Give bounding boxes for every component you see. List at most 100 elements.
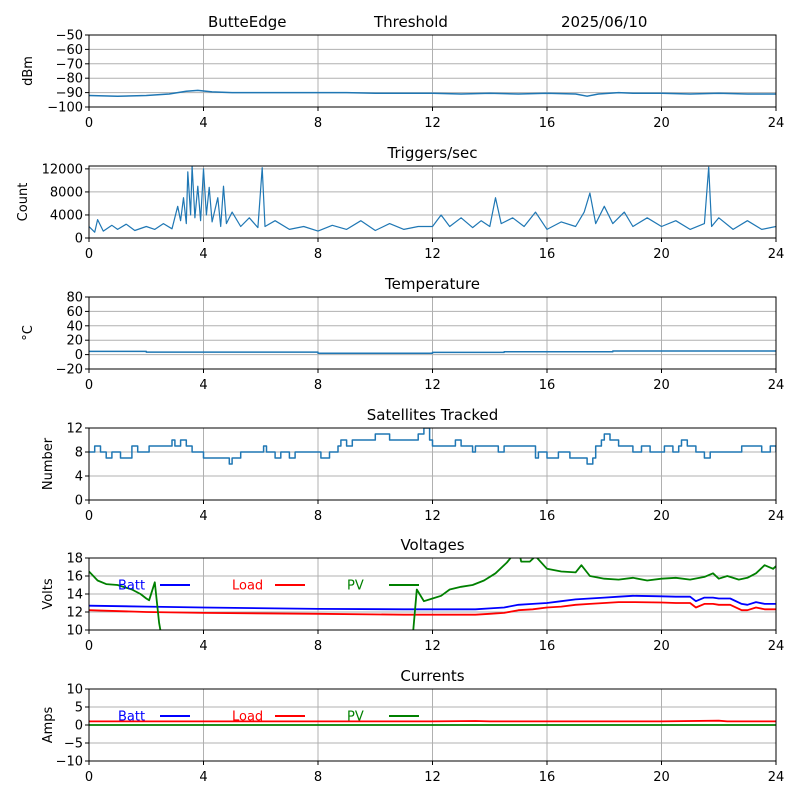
x-tick-label: 12 — [424, 116, 441, 131]
x-tick-label: 4 — [199, 116, 207, 131]
x-tick-label: 12 — [424, 378, 441, 393]
y-tick-label: −5 — [64, 737, 83, 752]
chart-title: Temperature — [384, 275, 480, 293]
x-tick-label: 0 — [85, 378, 93, 393]
x-tick-label: 16 — [539, 247, 556, 262]
panel-3: 0 4 8 12 16 20 24 0 4 8 12 Satellites Tracked Number — [41, 406, 784, 524]
y-tick-label: 0 — [75, 494, 83, 509]
x-tick-label: 24 — [768, 770, 785, 785]
x-tick-label: 16 — [539, 770, 556, 785]
y-tick-label: −50 — [56, 29, 83, 44]
y-axis-label: Number — [41, 437, 56, 490]
header-station: ButteEdge — [208, 13, 287, 31]
y-tick-label: 10 — [66, 683, 83, 698]
x-tick-label: 16 — [539, 116, 556, 131]
y-tick-label: 40 — [66, 319, 83, 334]
panel-1: 0 4 8 12 16 20 24 0 4000 8000 12000 Triggers/sec Cou… — [16, 144, 784, 262]
series-line-0 — [89, 166, 776, 233]
legend-label-load: Load — [232, 579, 263, 594]
x-tick-label: 12 — [424, 247, 441, 262]
y-tick-label: −90 — [56, 86, 83, 101]
y-tick-label: 12 — [66, 422, 83, 437]
x-tick-label: 20 — [653, 378, 670, 393]
x-tick-label: 24 — [768, 378, 785, 393]
x-tick-label: 4 — [199, 639, 207, 654]
x-tick-label: 8 — [314, 116, 322, 131]
x-tick-label: 4 — [199, 247, 207, 262]
y-tick-label: 4 — [75, 470, 83, 485]
y-tick-label: 0 — [75, 232, 83, 247]
x-tick-label: 12 — [424, 639, 441, 654]
y-axis-label: Count — [16, 183, 31, 222]
series-line-0 — [89, 89, 776, 97]
series-line-load — [89, 719, 776, 723]
y-tick-label: 0 — [75, 348, 83, 363]
y-tick-label: −70 — [56, 57, 83, 72]
x-tick-label: 0 — [85, 247, 93, 262]
chart-title: Satellites Tracked — [367, 406, 498, 424]
x-tick-label: 8 — [314, 639, 322, 654]
x-tick-label: 12 — [424, 770, 441, 785]
y-tick-label: 0 — [75, 719, 83, 734]
chart-title: Voltages — [400, 536, 464, 554]
x-tick-label: 20 — [653, 247, 670, 262]
y-tick-label: −80 — [56, 72, 83, 87]
y-tick-label: 8 — [75, 446, 83, 461]
y-axis-label: °C — [21, 325, 36, 341]
series-line-load — [89, 601, 776, 616]
y-tick-label: 8000 — [50, 185, 83, 200]
y-tick-label: −60 — [56, 43, 83, 58]
x-tick-label: 24 — [768, 639, 785, 654]
x-tick-label: 20 — [653, 509, 670, 524]
legend-label-batt: Batt — [118, 710, 145, 725]
x-tick-label: 8 — [314, 509, 322, 524]
legend-label-batt: Batt — [118, 579, 145, 594]
legend-label-load: Load — [232, 710, 263, 725]
y-tick-label: −100 — [47, 101, 83, 116]
chart-title: Triggers/sec — [387, 144, 478, 162]
y-tick-label: 14 — [66, 588, 83, 603]
x-tick-label: 8 — [314, 378, 322, 393]
header-mode: Threshold — [373, 13, 448, 31]
x-tick-label: 16 — [539, 378, 556, 393]
panel-5: 0 4 8 12 16 20 24 −10 −5 0 5 10 Currents Amps Batt Load… — [41, 667, 784, 785]
y-tick-label: 80 — [66, 291, 83, 306]
x-tick-label: 0 — [85, 770, 93, 785]
y-tick-label: 20 — [66, 334, 83, 349]
y-tick-label: 5 — [75, 701, 83, 716]
x-tick-label: 8 — [314, 770, 322, 785]
x-tick-label: 4 — [199, 770, 207, 785]
y-tick-label: 10 — [66, 624, 83, 639]
series-line-0 — [89, 428, 776, 465]
panel-0: 0 4 8 12 16 20 24 −100−90−80−70−60−50 dBm — [21, 29, 784, 132]
y-tick-label: 18 — [66, 552, 83, 567]
x-tick-label: 0 — [85, 116, 93, 131]
x-tick-label: 24 — [768, 509, 785, 524]
x-tick-label: 8 — [314, 247, 322, 262]
chart-title: Currents — [400, 667, 464, 685]
y-tick-label: 60 — [66, 305, 83, 320]
x-tick-label: 24 — [768, 247, 785, 262]
x-tick-label: 20 — [653, 639, 670, 654]
x-tick-label: 4 — [199, 378, 207, 393]
legend-label-pv: PV — [347, 710, 364, 725]
y-tick-label: 4000 — [50, 208, 83, 223]
x-tick-label: 20 — [653, 116, 670, 131]
y-tick-label: −10 — [56, 755, 83, 770]
x-tick-label: 16 — [539, 639, 556, 654]
x-tick-label: 0 — [85, 639, 93, 654]
x-tick-label: 24 — [768, 116, 785, 131]
x-tick-label: 12 — [424, 509, 441, 524]
series-line-batt — [89, 594, 776, 611]
x-tick-label: 20 — [653, 770, 670, 785]
y-axis-label: dBm — [21, 56, 36, 86]
y-tick-label: −20 — [56, 363, 83, 378]
series-line-pv — [89, 558, 776, 630]
y-tick-label: 16 — [66, 570, 83, 585]
x-tick-label: 16 — [539, 509, 556, 524]
legend-label-pv: PV — [347, 579, 364, 594]
y-axis-label: Volts — [41, 578, 56, 610]
